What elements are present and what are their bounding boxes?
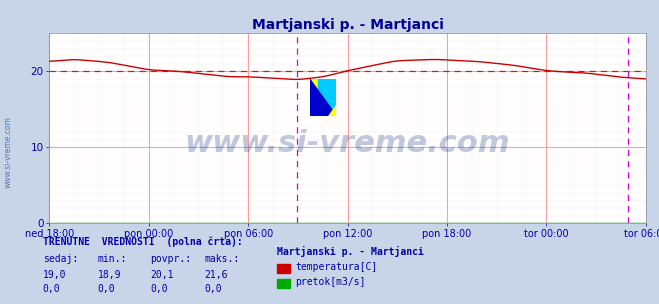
- Text: www.si-vreme.com: www.si-vreme.com: [3, 116, 13, 188]
- Text: 0,0: 0,0: [98, 284, 115, 294]
- Text: 0,0: 0,0: [150, 284, 168, 294]
- Text: sedaj:: sedaj:: [43, 254, 78, 264]
- Text: 21,6: 21,6: [204, 270, 228, 280]
- Text: min.:: min.:: [98, 254, 127, 264]
- Text: 0,0: 0,0: [204, 284, 222, 294]
- Text: pretok[m3/s]: pretok[m3/s]: [295, 277, 366, 287]
- Text: 18,9: 18,9: [98, 270, 121, 280]
- Text: 19,0: 19,0: [43, 270, 67, 280]
- Text: povpr.:: povpr.:: [150, 254, 191, 264]
- Text: temperatura[C]: temperatura[C]: [295, 262, 378, 272]
- Text: www.si-vreme.com: www.si-vreme.com: [185, 129, 511, 158]
- Text: TRENUTNE  VREDNOSTI  (polna črta):: TRENUTNE VREDNOSTI (polna črta):: [43, 236, 243, 247]
- Text: maks.:: maks.:: [204, 254, 239, 264]
- Text: 0,0: 0,0: [43, 284, 61, 294]
- Text: Martjanski p. - Martjanci: Martjanski p. - Martjanci: [277, 246, 424, 257]
- Polygon shape: [328, 105, 336, 116]
- Polygon shape: [318, 79, 336, 116]
- Text: 20,1: 20,1: [150, 270, 174, 280]
- Polygon shape: [310, 79, 336, 116]
- Title: Martjanski p. - Martjanci: Martjanski p. - Martjanci: [252, 18, 444, 32]
